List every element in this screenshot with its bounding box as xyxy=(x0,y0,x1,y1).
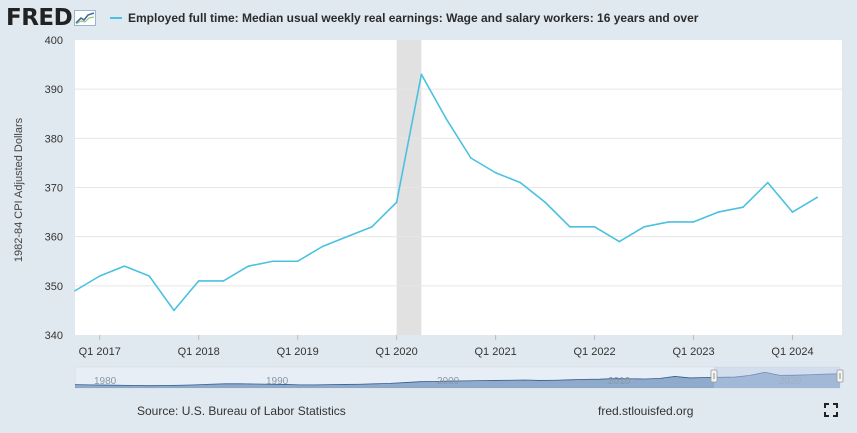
site-link[interactable]: fred.stlouisfed.org xyxy=(598,404,694,418)
data-point xyxy=(321,245,324,248)
data-point xyxy=(816,196,819,199)
y-tick-label: 390 xyxy=(45,84,63,96)
data-point xyxy=(173,309,175,312)
data-point xyxy=(519,181,522,184)
y-tick-label: 400 xyxy=(45,35,63,47)
navigator-selection[interactable] xyxy=(714,367,840,388)
x-tick-label: Q1 2017 xyxy=(79,346,121,358)
data-point xyxy=(766,181,769,184)
data-point xyxy=(791,211,794,213)
y-tick-label: 360 xyxy=(45,232,63,244)
legend-swatch xyxy=(110,17,122,19)
y-tick-label: 380 xyxy=(45,133,63,145)
data-point xyxy=(222,280,225,282)
data-point xyxy=(123,265,126,267)
fred-logo-text: FRED xyxy=(6,5,73,31)
fred-graph-icon xyxy=(74,10,97,26)
data-point xyxy=(148,275,151,277)
navigator-label: 1990 xyxy=(266,376,289,387)
data-point xyxy=(494,171,497,174)
data-point xyxy=(593,226,596,228)
series-line-layer xyxy=(74,73,819,312)
chart-legend: Employed full time: Median usual weekly … xyxy=(110,11,698,25)
x-tick-label: Q1 2021 xyxy=(475,346,517,358)
data-point xyxy=(618,240,621,243)
y-tick-label: 340 xyxy=(45,330,63,342)
y-tick-label: 350 xyxy=(45,281,63,293)
data-point xyxy=(98,275,101,277)
navigator-label: 1980 xyxy=(94,376,117,387)
data-point xyxy=(272,260,274,263)
navigator-label: 2010 xyxy=(608,376,631,387)
x-tick-label: Q1 2019 xyxy=(277,346,319,358)
fullscreen-icon[interactable] xyxy=(824,403,838,417)
data-point xyxy=(668,221,670,223)
x-tick-label: Q1 2024 xyxy=(771,346,813,358)
data-point xyxy=(445,117,447,120)
legend-label: Employed full time: Median usual weekly … xyxy=(128,11,699,25)
data-point xyxy=(395,201,398,204)
data-point xyxy=(197,280,200,282)
x-tick-label: Q1 2018 xyxy=(178,346,220,358)
navigator-label: 2000 xyxy=(437,376,460,387)
data-point xyxy=(247,265,249,267)
x-tick-label: Q1 2022 xyxy=(573,346,615,358)
data-point xyxy=(420,73,423,76)
data-point xyxy=(74,289,76,292)
x-tick-labels: Q1 2017 Q1 2018 Q1 2019 Q1 2020 Q1 2021 Q1 20… xyxy=(79,335,814,358)
navigator-area xyxy=(75,372,840,388)
y-tick-label: 370 xyxy=(45,183,63,195)
range-navigator[interactable]: 1980 1990 2000 2010 2020 xyxy=(74,366,844,389)
data-point xyxy=(544,201,546,204)
data-point xyxy=(296,260,299,263)
chart-header: FRED Employed full time: Median usual we… xyxy=(0,0,857,36)
navigator-label: 2020 xyxy=(779,376,802,387)
data-point xyxy=(470,157,472,159)
data-point xyxy=(742,206,744,208)
x-tick-label: Q1 2023 xyxy=(672,346,714,358)
data-point xyxy=(569,226,571,228)
data-point xyxy=(346,235,348,238)
y-tick-labels: 340 350 360 370 380 390 400 xyxy=(45,35,63,342)
source-text: Source: U.S. Bureau of Labor Statistics xyxy=(137,404,346,418)
x-tick-label: Q1 2020 xyxy=(376,346,418,358)
fred-logo[interactable]: FRED xyxy=(6,5,97,31)
data-point xyxy=(717,211,720,213)
data-point xyxy=(371,226,373,228)
data-point xyxy=(692,221,695,223)
data-point xyxy=(643,226,645,228)
